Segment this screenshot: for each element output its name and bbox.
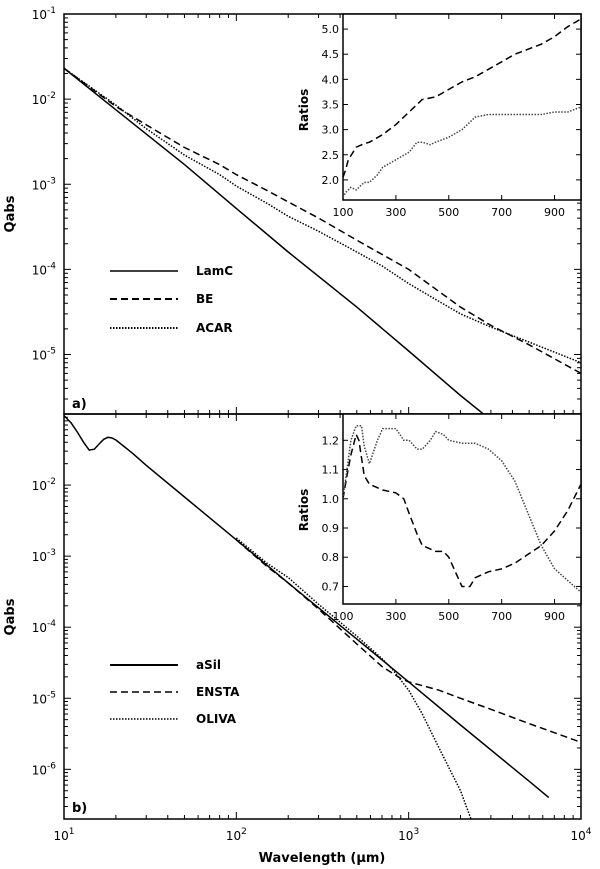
inset-y-tick-label: 3.0 [322,124,340,137]
inset-x-tick-label: 700 [491,610,512,623]
panel-a-inset-frame [342,13,582,201]
panel-b-ylabel: Qabs [3,598,18,635]
inset-series-line-be [343,18,581,178]
panel-b-inset-ylabel: Ratios [297,489,311,532]
panel-b-legend: aSil ENSTA OLIVA [110,658,240,726]
inset-y-tick-label: 4.0 [322,73,340,86]
legend-label-be: BE [196,292,213,306]
panel-b: 10-2 10-3 10-4 10-5 10-6 101 102 103 104 Qabs b… [3,413,592,843]
inset-x-tick-label: 500 [438,206,459,219]
panel-a-inset-ylabel: Ratios [297,89,311,132]
inset-x-tick-label: 100 [333,610,354,623]
panel-a-legend: LamC BE ACAR [110,264,233,335]
panel-a-series [64,67,581,414]
series-line-oliva [235,537,472,819]
panel-a-inset: 2.0 2.5 3.0 3.5 4.0 4.5 5.0 100 300 500 700 900 Ra… [297,13,582,219]
panel-a-inset-series [343,18,581,198]
panel-b-frame [63,413,582,820]
y-tick-label: 10-5 [32,347,56,363]
y-tick-label: 10-1 [32,6,56,22]
inset-y-tick-label: 1.2 [322,434,340,447]
inset-x-tick-label: 700 [491,206,512,219]
inset-y-tick-label: 1.0 [322,493,340,506]
panel-a: 10-1 10-2 10-3 10-4 10-5 Qabs a) LamC BE ACA… [3,6,582,415]
panel-b-series [64,415,581,819]
panel-b-label: b) [72,801,87,816]
panel-a-inset-x-ticks: 100 300 500 700 900 [333,14,565,219]
panel-b-inset-frame [342,413,582,605]
x-tick-label: 101 [53,827,74,843]
series-line-be [64,67,581,375]
x-axis-label: Wavelength (μm) [259,851,386,866]
panel-b-inset-y-ticks: 0.7 0.8 0.9 1.0 1.1 1.2 [322,434,581,593]
inset-series-line-ensta [343,432,581,588]
inset-y-tick-label: 3.5 [322,98,340,111]
legend-label-asil: aSil [196,658,221,672]
y-tick-label: 10-6 [32,761,57,777]
inset-x-tick-label: 100 [333,206,354,219]
inset-y-tick-label: 4.5 [322,48,340,61]
legend-label-lamc: LamC [196,264,233,278]
inset-x-tick-label: 500 [438,610,459,623]
inset-y-tick-label: 1.1 [322,464,340,477]
series-line-lamc [64,67,485,414]
inset-y-tick-label: 5.0 [322,23,340,36]
inset-y-tick-label: 0.9 [322,522,340,535]
panel-a-ylabel: Qabs [3,195,18,232]
y-tick-label: 10-3 [32,548,56,564]
x-tick-label: 104 [570,827,591,843]
inset-x-tick-label: 900 [544,610,565,623]
inset-series-line-acar [343,106,581,198]
inset-y-tick-label: 2.5 [322,149,340,162]
inset-x-tick-label: 300 [385,610,406,623]
y-tick-label: 10-4 [32,619,57,635]
legend-label-acar: ACAR [196,321,233,335]
inset-y-tick-label: 0.8 [322,551,340,564]
panel-b-inset-series [343,424,581,593]
inset-series-line-oliva [343,424,581,593]
series-line-acar [64,67,581,364]
y-tick-label: 10-4 [32,261,57,277]
y-tick-label: 10-3 [32,176,56,192]
series-line-ensta [235,539,581,744]
x-tick-label: 103 [398,827,419,843]
legend-label-ensta: ENSTA [196,685,240,699]
panel-b-inset-x-ticks: 100 300 500 700 900 [333,414,565,623]
panel-b-inset: 0.7 0.8 0.9 1.0 1.1 1.2 100 300 500 700 900 Ratio… [297,413,582,623]
inset-y-tick-label: 0.7 [322,580,340,593]
inset-y-tick-label: 2.0 [322,174,340,187]
y-tick-label: 10-2 [32,91,56,107]
legend-label-oliva: OLIVA [196,712,237,726]
inset-x-tick-label: 900 [544,206,565,219]
inset-x-tick-label: 300 [385,206,406,219]
y-tick-label: 10-5 [32,690,56,706]
x-tick-label: 102 [226,827,247,843]
panel-a-inset-y-ticks: 2.0 2.5 3.0 3.5 4.0 4.5 5.0 [322,23,581,187]
panel-a-label: a) [72,397,87,412]
panel-a-y-ticks: 10-1 10-2 10-3 10-4 10-5 [32,6,581,415]
y-tick-label: 10-2 [32,477,56,493]
